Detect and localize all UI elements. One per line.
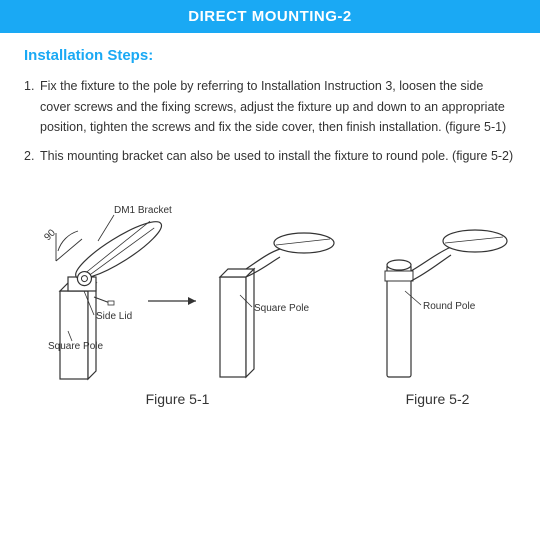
installation-steps: 1. Fix the fixture to the pole by referr…	[0, 72, 540, 167]
figure-5-2-caption: Figure 5-2	[353, 391, 523, 407]
figure-5-1-diagram: 90 DM1 Bracket Side Lid Square Pole	[18, 191, 338, 381]
figure-5-2: Round Pole Figure 5-2	[353, 191, 523, 407]
step-number: 2.	[24, 146, 40, 167]
round-pole-label: Round Pole	[423, 301, 476, 312]
square-pole-label-2: Square Pole	[254, 303, 309, 314]
step-text: Fix the fixture to the pole by referring…	[40, 76, 516, 138]
figure-5-1: 90 DM1 Bracket Side Lid Square Pole	[18, 191, 338, 407]
step-text: This mounting bracket can also be used t…	[40, 146, 516, 167]
section-title: Installation Steps:	[0, 33, 540, 72]
banner: DIRECT MOUNTING-2	[0, 0, 540, 33]
figure-5-1-caption: Figure 5-1	[18, 391, 338, 407]
bracket-label: DM1 Bracket	[114, 205, 172, 216]
step-1: 1. Fix the fixture to the pole by referr…	[24, 76, 516, 138]
side-lid-label: Side Lid	[96, 311, 132, 322]
step-2: 2. This mounting bracket can also be use…	[24, 146, 516, 167]
figure-5-2-diagram: Round Pole	[353, 191, 523, 381]
figures-row: 90 DM1 Bracket Side Lid Square Pole	[0, 175, 540, 407]
step-number: 1.	[24, 76, 40, 138]
square-pole-label-1: Square Pole	[48, 341, 103, 352]
